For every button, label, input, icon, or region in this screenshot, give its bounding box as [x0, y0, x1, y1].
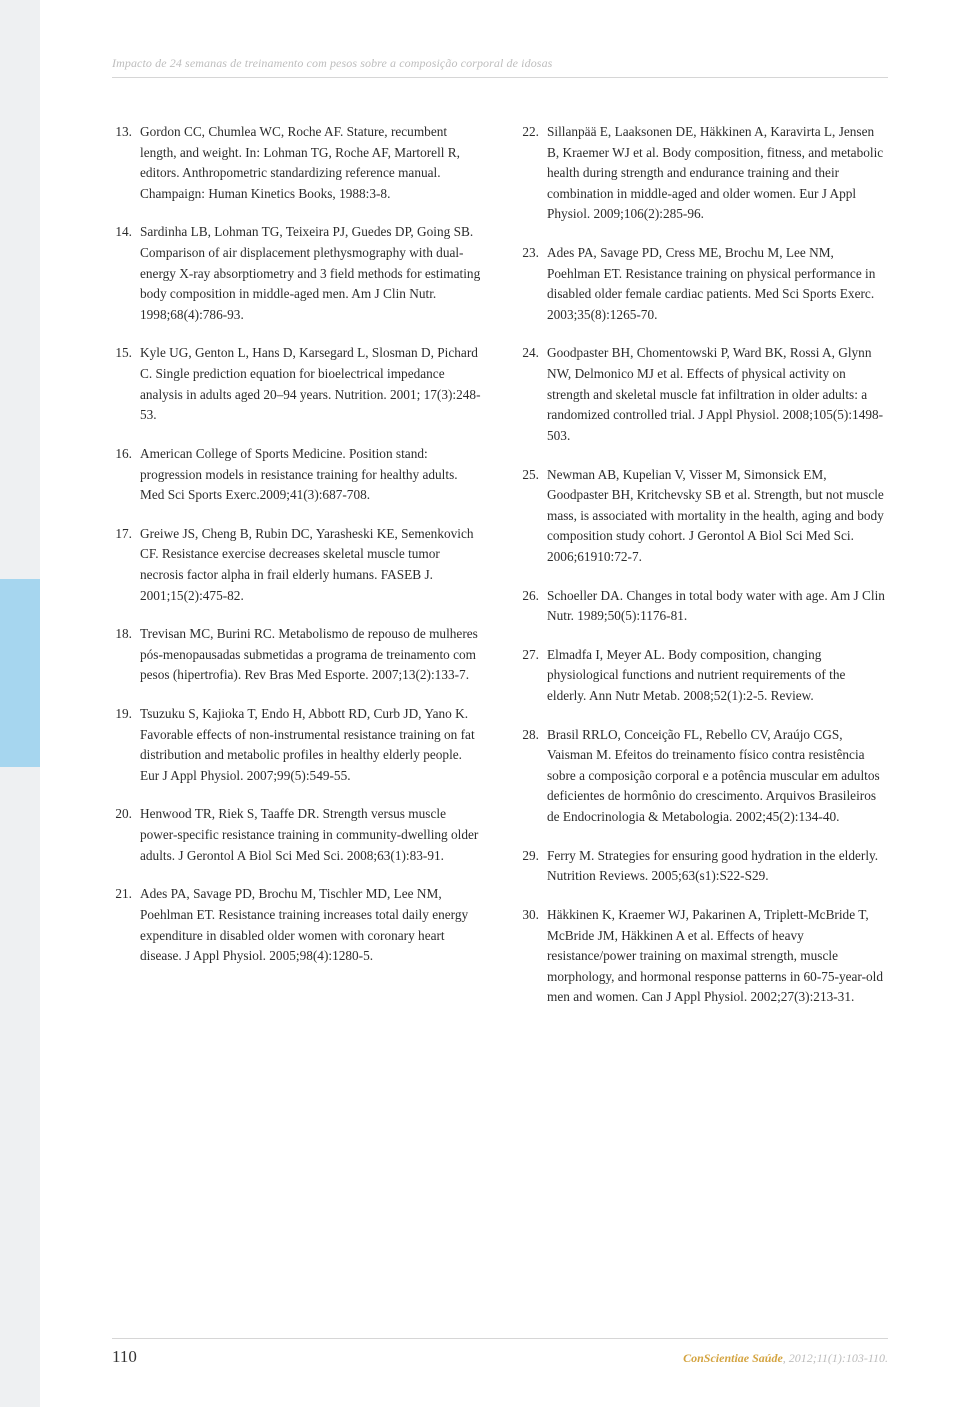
reference-item: 13.Gordon CC, Chumlea WC, Roche AF. Stat… — [112, 122, 481, 204]
page-number: 110 — [112, 1347, 137, 1367]
reference-text: Sardinha LB, Lohman TG, Teixeira PJ, Gue… — [140, 222, 481, 325]
reference-item: 15.Kyle UG, Genton L, Hans D, Karsegard … — [112, 343, 481, 425]
reference-text: Greiwe JS, Cheng B, Rubin DC, Yarasheski… — [140, 524, 481, 606]
reference-text: Newman AB, Kupelian V, Visser M, Simonsi… — [547, 465, 888, 568]
reference-item: 30.Häkkinen K, Kraemer WJ, Pakarinen A, … — [519, 905, 888, 1008]
reference-text: Goodpaster BH, Chomentowski P, Ward BK, … — [547, 343, 888, 446]
reference-text: Ferry M. Strategies for ensuring good hy… — [547, 846, 888, 887]
reference-number: 24. — [519, 343, 547, 446]
reference-item: 25.Newman AB, Kupelian V, Visser M, Simo… — [519, 465, 888, 568]
reference-number: 14. — [112, 222, 140, 325]
reference-item: 22.Sillanpää E, Laaksonen DE, Häkkinen A… — [519, 122, 888, 225]
reference-item: 14.Sardinha LB, Lohman TG, Teixeira PJ, … — [112, 222, 481, 325]
reference-number: 26. — [519, 586, 547, 627]
reference-number: 15. — [112, 343, 140, 425]
reference-number: 30. — [519, 905, 547, 1008]
reference-text: Elmadfa I, Meyer AL. Body composition, c… — [547, 645, 888, 707]
page-footer: 110 ConScientiae Saúde, 2012;11(1):103-1… — [112, 1338, 888, 1367]
reference-text: Häkkinen K, Kraemer WJ, Pakarinen A, Tri… — [547, 905, 888, 1008]
reference-text: Ades PA, Savage PD, Cress ME, Brochu M, … — [547, 243, 888, 325]
reference-item: 28.Brasil RRLO, Conceição FL, Rebello CV… — [519, 725, 888, 828]
reference-text: Gordon CC, Chumlea WC, Roche AF. Stature… — [140, 122, 481, 204]
references-column-right: 22.Sillanpää E, Laaksonen DE, Häkkinen A… — [519, 122, 888, 1026]
reference-number: 20. — [112, 804, 140, 866]
side-tab — [0, 579, 40, 767]
reference-text: Tsuzuku S, Kajioka T, Endo H, Abbott RD,… — [140, 704, 481, 786]
reference-item: 19.Tsuzuku S, Kajioka T, Endo H, Abbott … — [112, 704, 481, 786]
reference-item: 26.Schoeller DA. Changes in total body w… — [519, 586, 888, 627]
header-rule — [112, 77, 888, 78]
reference-number: 29. — [519, 846, 547, 887]
reference-number: 19. — [112, 704, 140, 786]
journal-citation: ConScientiae Saúde, 2012;11(1):103-110. — [683, 1351, 888, 1366]
reference-item: 20.Henwood TR, Riek S, Taaffe DR. Streng… — [112, 804, 481, 866]
reference-number: 28. — [519, 725, 547, 828]
reference-item: 17.Greiwe JS, Cheng B, Rubin DC, Yarashe… — [112, 524, 481, 606]
page-container: Impacto de 24 semanas de treinamento com… — [40, 0, 960, 1407]
reference-number: 13. — [112, 122, 140, 204]
reference-text: Brasil RRLO, Conceição FL, Rebello CV, A… — [547, 725, 888, 828]
reference-number: 23. — [519, 243, 547, 325]
reference-item: 24.Goodpaster BH, Chomentowski P, Ward B… — [519, 343, 888, 446]
reference-number: 22. — [519, 122, 547, 225]
reference-text: Schoeller DA. Changes in total body wate… — [547, 586, 888, 627]
reference-number: 17. — [112, 524, 140, 606]
reference-number: 18. — [112, 624, 140, 686]
reference-item: 23.Ades PA, Savage PD, Cress ME, Brochu … — [519, 243, 888, 325]
reference-item: 21.Ades PA, Savage PD, Brochu M, Tischle… — [112, 884, 481, 966]
reference-number: 25. — [519, 465, 547, 568]
reference-item: 18.Trevisan MC, Burini RC. Metabolismo d… — [112, 624, 481, 686]
reference-text: Kyle UG, Genton L, Hans D, Karsegard L, … — [140, 343, 481, 425]
reference-text: Sillanpää E, Laaksonen DE, Häkkinen A, K… — [547, 122, 888, 225]
reference-item: 29.Ferry M. Strategies for ensuring good… — [519, 846, 888, 887]
reference-number: 16. — [112, 444, 140, 506]
running-title: Impacto de 24 semanas de treinamento com… — [112, 56, 888, 71]
citation-tail: , 2012;11(1):103-110. — [783, 1351, 888, 1365]
references-column-left: 13.Gordon CC, Chumlea WC, Roche AF. Stat… — [112, 122, 481, 1026]
reference-number: 21. — [112, 884, 140, 966]
reference-item: 16.American College of Sports Medicine. … — [112, 444, 481, 506]
references-columns: 13.Gordon CC, Chumlea WC, Roche AF. Stat… — [112, 122, 888, 1026]
reference-text: Trevisan MC, Burini RC. Metabolismo de r… — [140, 624, 481, 686]
reference-text: American College of Sports Medicine. Pos… — [140, 444, 481, 506]
reference-text: Ades PA, Savage PD, Brochu M, Tischler M… — [140, 884, 481, 966]
journal-name: ConScientiae Saúde — [683, 1351, 783, 1365]
reference-text: Henwood TR, Riek S, Taaffe DR. Strength … — [140, 804, 481, 866]
reference-item: 27.Elmadfa I, Meyer AL. Body composition… — [519, 645, 888, 707]
reference-number: 27. — [519, 645, 547, 707]
